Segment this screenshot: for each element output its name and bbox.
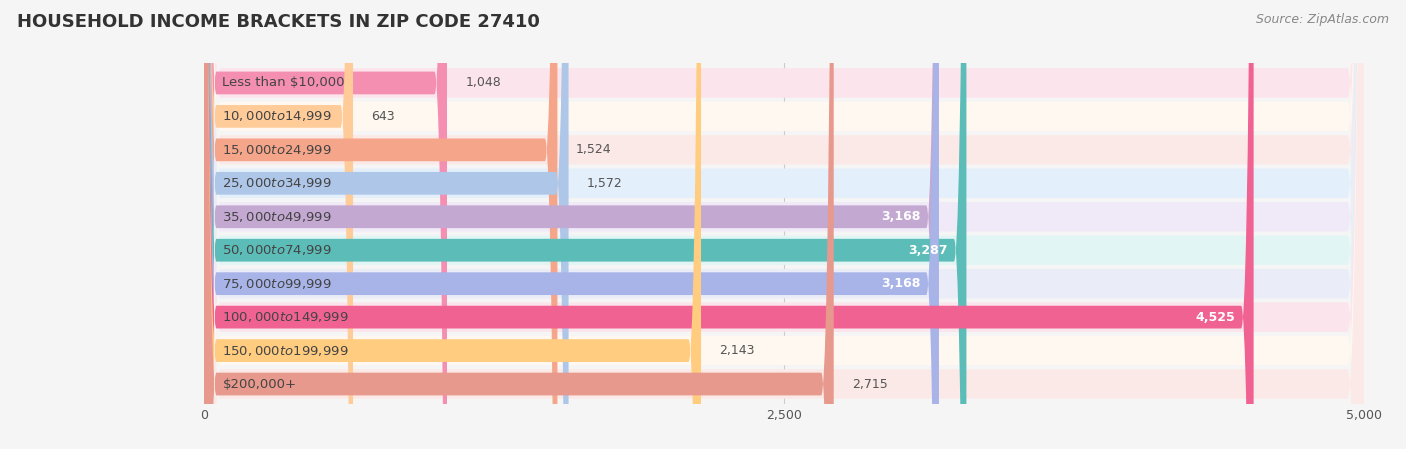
Text: 2,143: 2,143 bbox=[720, 344, 755, 357]
FancyBboxPatch shape bbox=[204, 0, 1364, 449]
Text: 3,287: 3,287 bbox=[908, 244, 948, 257]
FancyBboxPatch shape bbox=[204, 0, 1364, 449]
FancyBboxPatch shape bbox=[204, 0, 966, 449]
FancyBboxPatch shape bbox=[204, 0, 447, 449]
Text: HOUSEHOLD INCOME BRACKETS IN ZIP CODE 27410: HOUSEHOLD INCOME BRACKETS IN ZIP CODE 27… bbox=[17, 13, 540, 31]
Text: 1,572: 1,572 bbox=[588, 177, 623, 190]
FancyBboxPatch shape bbox=[204, 0, 1364, 449]
FancyBboxPatch shape bbox=[204, 0, 353, 449]
FancyBboxPatch shape bbox=[204, 0, 1364, 449]
Text: 3,168: 3,168 bbox=[882, 277, 921, 290]
FancyBboxPatch shape bbox=[204, 0, 1254, 449]
Text: $10,000 to $14,999: $10,000 to $14,999 bbox=[222, 110, 332, 123]
Text: 1,524: 1,524 bbox=[576, 143, 612, 156]
FancyBboxPatch shape bbox=[204, 0, 702, 449]
FancyBboxPatch shape bbox=[204, 0, 939, 449]
Text: $15,000 to $24,999: $15,000 to $24,999 bbox=[222, 143, 332, 157]
Text: 643: 643 bbox=[371, 110, 395, 123]
FancyBboxPatch shape bbox=[204, 0, 568, 449]
FancyBboxPatch shape bbox=[204, 0, 1364, 449]
Text: 2,715: 2,715 bbox=[852, 378, 889, 391]
FancyBboxPatch shape bbox=[204, 0, 1364, 449]
Text: Less than $10,000: Less than $10,000 bbox=[222, 76, 344, 89]
Text: 3,168: 3,168 bbox=[882, 210, 921, 223]
Text: 1,048: 1,048 bbox=[465, 76, 502, 89]
FancyBboxPatch shape bbox=[204, 0, 939, 449]
FancyBboxPatch shape bbox=[204, 0, 1364, 449]
Text: $75,000 to $99,999: $75,000 to $99,999 bbox=[222, 277, 332, 291]
Text: $50,000 to $74,999: $50,000 to $74,999 bbox=[222, 243, 332, 257]
FancyBboxPatch shape bbox=[204, 0, 557, 449]
FancyBboxPatch shape bbox=[204, 0, 1364, 449]
FancyBboxPatch shape bbox=[204, 0, 1364, 449]
FancyBboxPatch shape bbox=[204, 0, 1364, 449]
Text: $150,000 to $199,999: $150,000 to $199,999 bbox=[222, 343, 349, 357]
Text: $100,000 to $149,999: $100,000 to $149,999 bbox=[222, 310, 349, 324]
Text: $200,000+: $200,000+ bbox=[222, 378, 297, 391]
Text: Source: ZipAtlas.com: Source: ZipAtlas.com bbox=[1256, 13, 1389, 26]
Text: 4,525: 4,525 bbox=[1195, 311, 1234, 324]
Text: $25,000 to $34,999: $25,000 to $34,999 bbox=[222, 176, 332, 190]
Text: $35,000 to $49,999: $35,000 to $49,999 bbox=[222, 210, 332, 224]
FancyBboxPatch shape bbox=[204, 0, 834, 449]
